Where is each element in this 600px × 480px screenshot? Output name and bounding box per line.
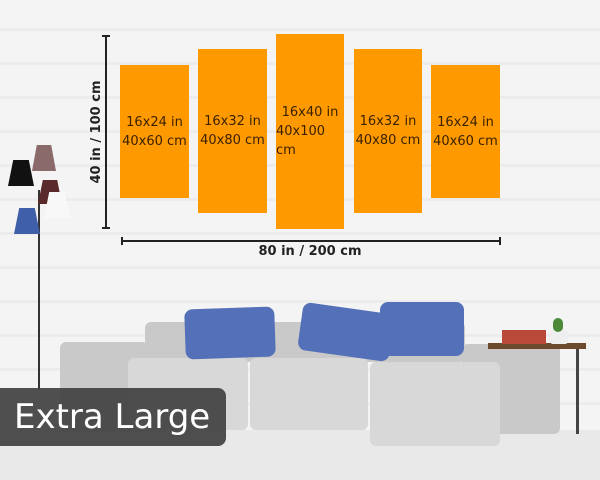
pillow [380,302,464,356]
panel-size-cm: 40x60 cm [122,133,187,149]
table-leg [576,349,579,434]
canvas-panel-4: 16x32 in 40x80 cm [354,49,422,213]
panel-size-in: 16x32 in [359,114,417,129]
table-top [488,343,586,349]
panel-size-in: 16x24 in [126,114,183,130]
canvas-panel-2: 16x32 in 40x80 cm [198,49,267,213]
lamp-pole [38,190,40,390]
plant [553,318,563,332]
panel-size-cm: 40x60 cm [433,133,498,149]
panel-size-in: 16x24 in [437,114,494,130]
panel-size-cm: 40x80 cm [200,133,265,148]
width-label: 80 in / 200 cm [258,244,362,259]
panel-size-cm: 40x80 cm [355,133,421,148]
canvas-panel-1: 16x24 in 40x60 cm [120,65,189,198]
width-dimension-line [121,237,501,245]
size-badge: Extra Large [0,388,226,446]
seat-cushion [370,362,500,446]
panel-size-in: 16x32 in [204,114,261,129]
book-stack [502,330,546,344]
panel-size-in: 16x40 in [281,105,339,120]
panel-size-cm: 40x100 cm [276,124,326,158]
pillow [184,306,276,360]
canvas-panel-3: 16x40 in 40x100 cm [276,34,344,229]
height-label: 40 in / 100 cm [89,80,104,184]
seat-cushion [250,358,368,430]
height-dimension-line [102,35,110,229]
canvas-panel-5: 16x24 in 40x60 cm [431,65,500,198]
plant-pot [550,330,568,344]
